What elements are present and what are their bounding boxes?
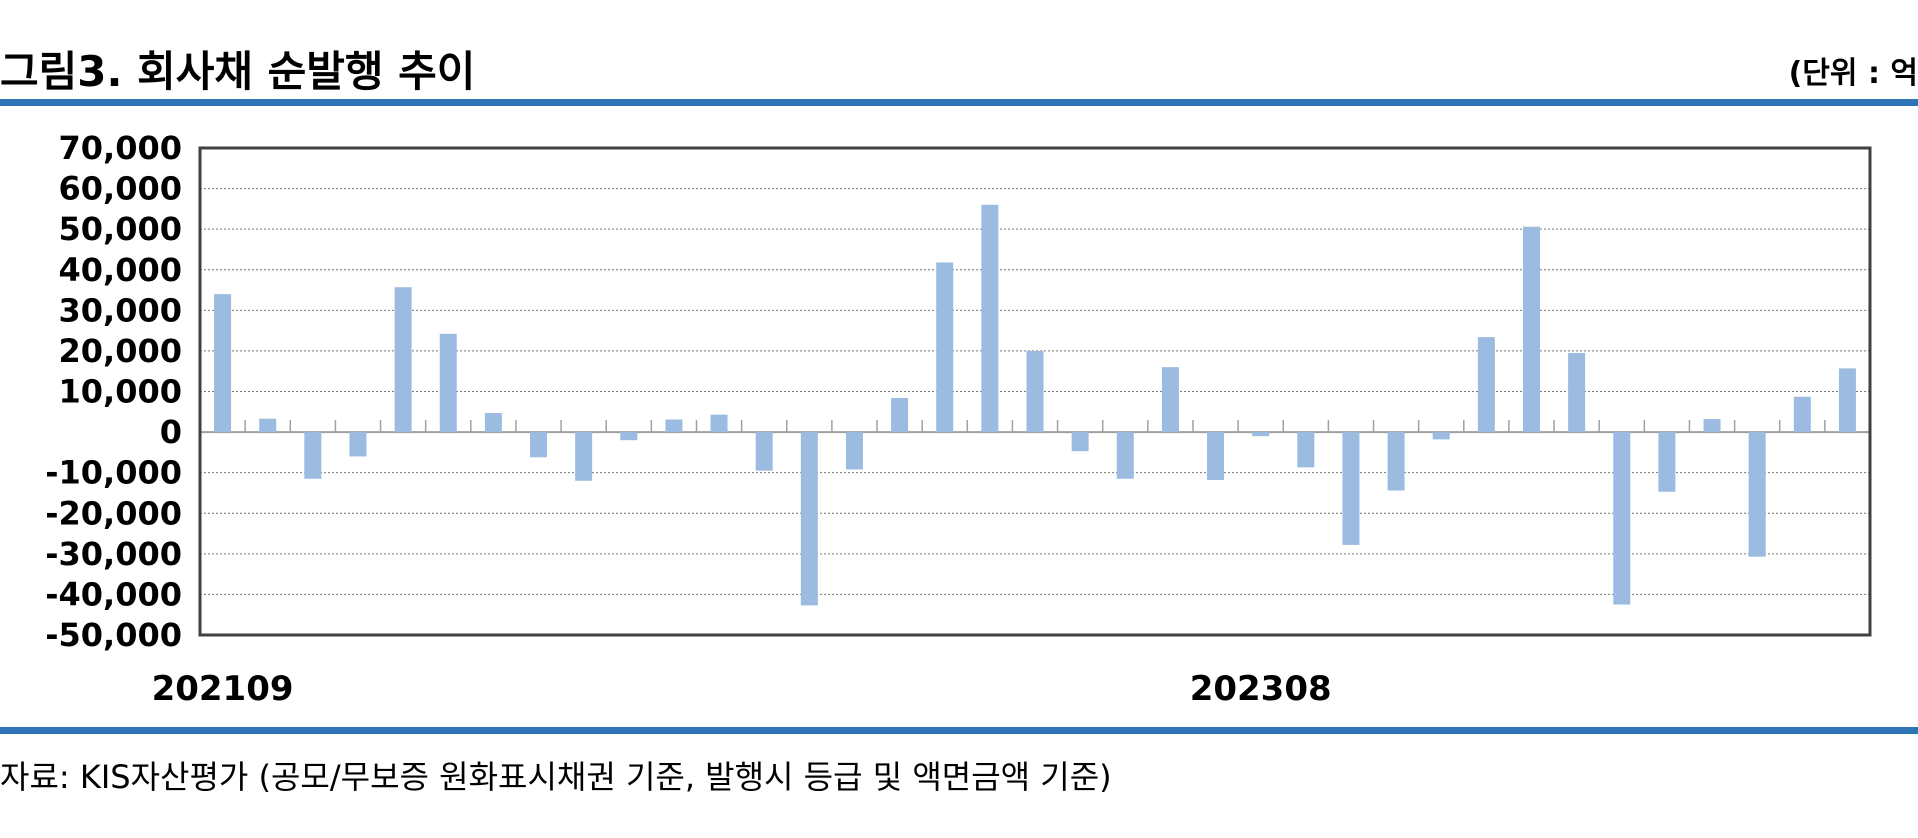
bar	[394, 287, 412, 433]
y-tick-label: 20,000	[59, 332, 182, 370]
bar	[936, 262, 954, 433]
unit-label: (단위 : 억	[1788, 56, 1918, 91]
y-tick-label: 60,000	[59, 170, 182, 208]
bottom-divider	[0, 727, 1918, 734]
bar	[1297, 432, 1315, 468]
y-tick-label: 40,000	[59, 251, 182, 289]
y-axis-ticks: 70,00060,00050,00040,00030,00020,00010,0…	[45, 129, 182, 654]
bar	[1748, 432, 1766, 557]
bar	[1477, 337, 1495, 433]
bar	[259, 418, 277, 433]
y-tick-label: -20,000	[45, 494, 182, 532]
bar	[1703, 419, 1721, 433]
bar	[755, 432, 773, 471]
bar	[800, 432, 818, 606]
y-tick-label: 70,000	[59, 129, 182, 167]
bar	[1613, 432, 1631, 605]
bar	[1252, 432, 1270, 437]
y-tick-label: -50,000	[45, 616, 182, 654]
bar	[1207, 432, 1225, 480]
y-tick-label: -10,000	[45, 454, 182, 492]
bar	[1161, 367, 1179, 433]
chart-title: 그림3. 회사채 순발행 추이	[0, 47, 476, 96]
bar	[214, 294, 232, 433]
y-tick-label: 30,000	[59, 291, 182, 329]
y-tick-label: -40,000	[45, 575, 182, 613]
y-tick-label: -30,000	[45, 535, 182, 573]
bar	[575, 432, 593, 481]
bars	[214, 204, 1856, 606]
bar	[981, 204, 999, 433]
bar-chart: 70,00060,00050,00040,00030,00020,00010,0…	[45, 129, 1872, 709]
bar	[1432, 432, 1450, 440]
bar	[349, 432, 367, 457]
bar	[891, 397, 909, 433]
bar	[1658, 432, 1676, 492]
bar	[484, 413, 502, 433]
bar	[439, 333, 457, 433]
bar	[1522, 226, 1540, 433]
bar	[845, 432, 863, 470]
x-tick-label: 202308	[1190, 669, 1332, 709]
bar	[304, 432, 322, 479]
bar	[1568, 352, 1586, 433]
bar	[1793, 396, 1811, 433]
bar	[530, 432, 548, 458]
bar	[665, 419, 683, 433]
plot-frame	[198, 146, 1872, 637]
y-tick-label: 0	[160, 413, 182, 451]
source-note: 자료: KIS자산평가 (공모/무보증 원화표시채권 기준, 발행시 등급 및 …	[0, 758, 1112, 796]
bar	[1071, 432, 1089, 452]
bar	[1387, 432, 1405, 491]
top-divider	[0, 99, 1918, 106]
bar	[1026, 350, 1044, 433]
bar	[710, 414, 728, 433]
y-tick-label: 50,000	[59, 210, 182, 248]
bar	[620, 432, 638, 441]
y-tick-label: 10,000	[59, 373, 182, 411]
bar	[1116, 432, 1134, 479]
bar	[1342, 432, 1360, 545]
x-tick-label: 202109	[152, 669, 294, 709]
bar	[1838, 368, 1856, 433]
x-axis-ticks: 202109 202308	[152, 669, 1332, 709]
